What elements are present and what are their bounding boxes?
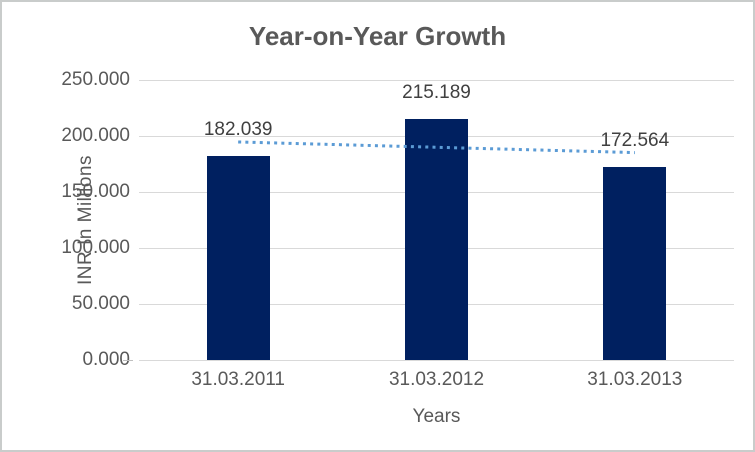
bar-31.03.2011	[206, 156, 270, 360]
y-tick-label: 50.000	[71, 293, 130, 314]
gridline	[139, 79, 734, 81]
chart-title: Year-on-Year Growth	[248, 21, 507, 51]
y-tick-label: 250.000	[61, 69, 130, 90]
x-category-label: 31.03.2011	[191, 369, 285, 390]
zero-tick-mark	[123, 359, 133, 361]
bar-31.03.2012	[405, 119, 468, 360]
y-axis-title: INR In Millions	[75, 155, 96, 285]
x-axis-title: Years	[412, 406, 461, 427]
gridline	[139, 359, 734, 361]
y-tick-label: 0.000	[82, 349, 130, 370]
y-tick-label: 200.000	[61, 125, 130, 146]
x-category-label: 31.03.2012	[388, 369, 485, 390]
x-category-label: 31.03.2013	[587, 369, 683, 390]
y-tick-label: 150.000	[61, 181, 130, 202]
bar-data-label: 215.189	[402, 81, 471, 103]
y-tick-label: 100.000	[61, 237, 130, 258]
bar-data-label: 172.564	[600, 129, 670, 151]
bar-31.03.2013	[603, 166, 667, 360]
bar-data-label: 182.039	[203, 119, 273, 141]
